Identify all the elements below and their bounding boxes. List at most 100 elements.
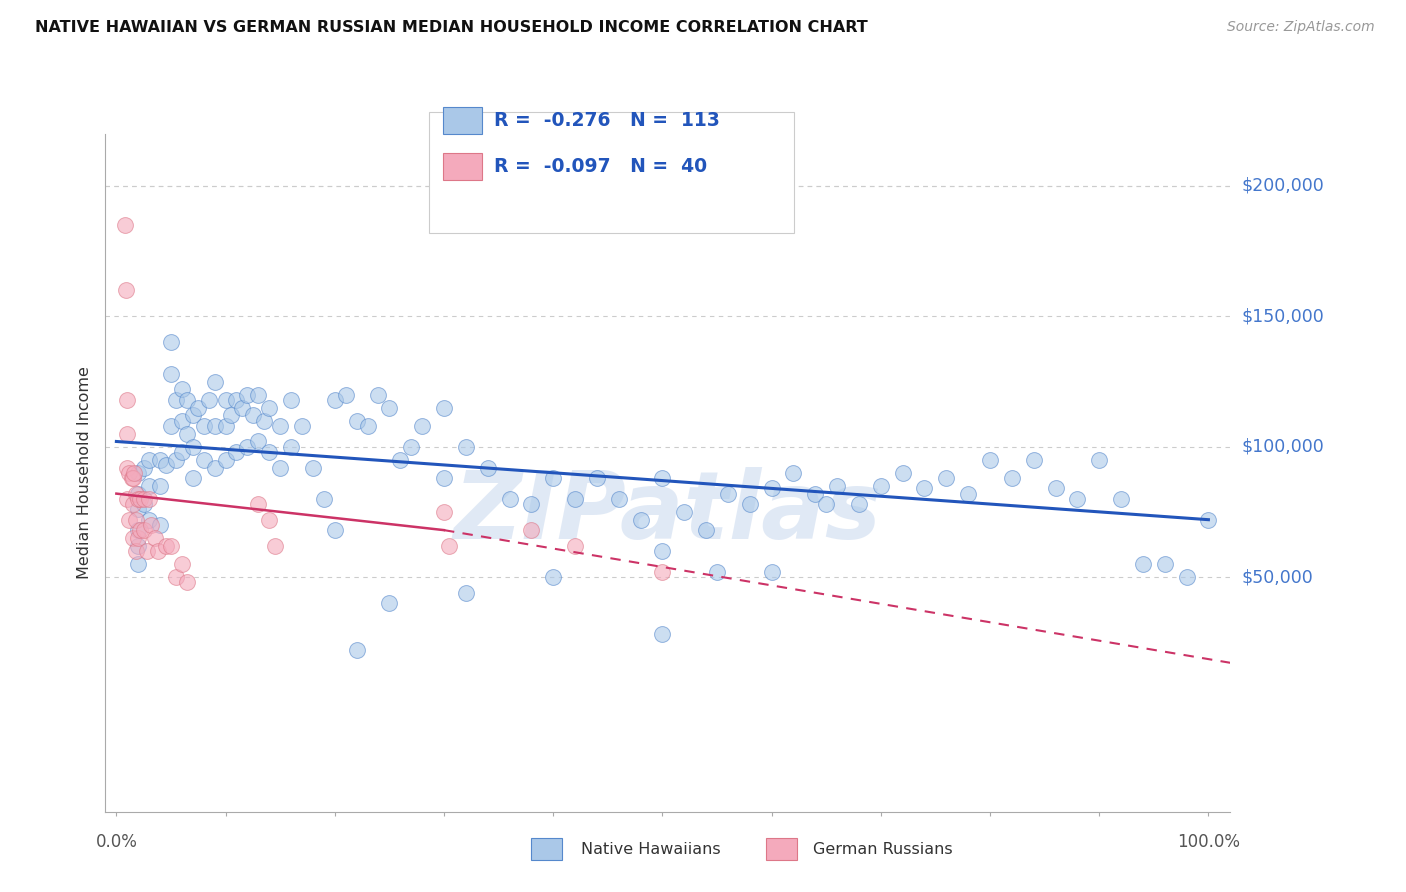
Text: ZIPatlas: ZIPatlas	[454, 467, 882, 559]
Point	[118, 513, 141, 527]
Point	[541, 570, 564, 584]
Point	[280, 392, 302, 407]
Point	[187, 401, 209, 415]
Point	[181, 440, 204, 454]
Point	[198, 392, 221, 407]
Point	[259, 513, 281, 527]
Point	[1109, 491, 1132, 506]
Text: German Russians: German Russians	[813, 842, 952, 856]
Point	[149, 452, 172, 467]
Point	[695, 523, 717, 537]
Text: NATIVE HAWAIIAN VS GERMAN RUSSIAN MEDIAN HOUSEHOLD INCOME CORRELATION CHART: NATIVE HAWAIIAN VS GERMAN RUSSIAN MEDIAN…	[35, 20, 868, 35]
Point	[231, 401, 253, 415]
Point	[586, 471, 609, 485]
Point	[219, 409, 242, 423]
Text: $150,000: $150,000	[1241, 308, 1324, 326]
Point	[170, 414, 193, 428]
Point	[1045, 482, 1067, 496]
Point	[160, 539, 183, 553]
Point	[181, 409, 204, 423]
Point	[165, 392, 187, 407]
Point	[1022, 452, 1045, 467]
Point	[433, 505, 456, 519]
Point	[247, 497, 270, 511]
Point	[225, 392, 247, 407]
Point	[454, 440, 477, 454]
Point	[1066, 491, 1088, 506]
Point	[176, 575, 198, 590]
Point	[115, 283, 138, 297]
Point	[138, 452, 160, 467]
Point	[673, 505, 696, 519]
Point	[138, 491, 160, 506]
Text: Source: ZipAtlas.com: Source: ZipAtlas.com	[1227, 20, 1375, 34]
Point	[125, 486, 148, 500]
Text: $100,000: $100,000	[1241, 438, 1324, 456]
Point	[1197, 513, 1219, 527]
Point	[1175, 570, 1198, 584]
Point	[607, 491, 630, 506]
Point	[935, 471, 957, 485]
Point	[170, 445, 193, 459]
Point	[651, 627, 673, 641]
Point	[433, 401, 456, 415]
Point	[121, 497, 143, 511]
Point	[346, 414, 368, 428]
Text: 100.0%: 100.0%	[1177, 832, 1240, 851]
Point	[121, 531, 143, 545]
Point	[291, 418, 314, 433]
Point	[127, 502, 149, 516]
Point	[193, 452, 215, 467]
Point	[114, 218, 136, 232]
Point	[323, 392, 346, 407]
Point	[214, 418, 236, 433]
Text: R =  -0.097   N =  40: R = -0.097 N = 40	[494, 157, 707, 177]
Point	[225, 445, 247, 459]
Point	[1001, 471, 1024, 485]
Point	[127, 491, 149, 506]
Point	[891, 466, 914, 480]
Point	[564, 539, 586, 553]
Text: $200,000: $200,000	[1241, 177, 1324, 195]
Point	[356, 418, 378, 433]
Point	[132, 491, 155, 506]
Point	[263, 539, 285, 553]
Point	[193, 418, 215, 433]
Text: $50,000: $50,000	[1241, 568, 1313, 586]
Point	[269, 460, 291, 475]
Point	[121, 471, 143, 485]
Point	[346, 643, 368, 657]
Point	[160, 367, 183, 381]
Point	[378, 596, 401, 610]
Point	[782, 466, 804, 480]
Point	[204, 460, 226, 475]
Point	[176, 426, 198, 441]
Point	[706, 565, 728, 579]
Point	[125, 544, 148, 558]
Point	[122, 466, 145, 480]
Point	[389, 452, 412, 467]
Point	[564, 491, 586, 506]
Point	[979, 452, 1001, 467]
Y-axis label: Median Household Income: Median Household Income	[77, 367, 93, 579]
Point	[117, 426, 139, 441]
Point	[247, 387, 270, 401]
Point	[132, 460, 155, 475]
Point	[136, 544, 159, 558]
Point	[214, 392, 236, 407]
Point	[132, 523, 155, 537]
Text: 0.0%: 0.0%	[96, 832, 138, 851]
Point	[367, 387, 389, 401]
Point	[149, 479, 172, 493]
Point	[411, 418, 433, 433]
Point	[127, 557, 149, 571]
Point	[761, 565, 783, 579]
Point	[651, 565, 673, 579]
Point	[242, 409, 264, 423]
Point	[165, 570, 187, 584]
Point	[138, 513, 160, 527]
Point	[1153, 557, 1175, 571]
Point	[804, 486, 827, 500]
Point	[118, 466, 141, 480]
Point	[127, 486, 149, 500]
